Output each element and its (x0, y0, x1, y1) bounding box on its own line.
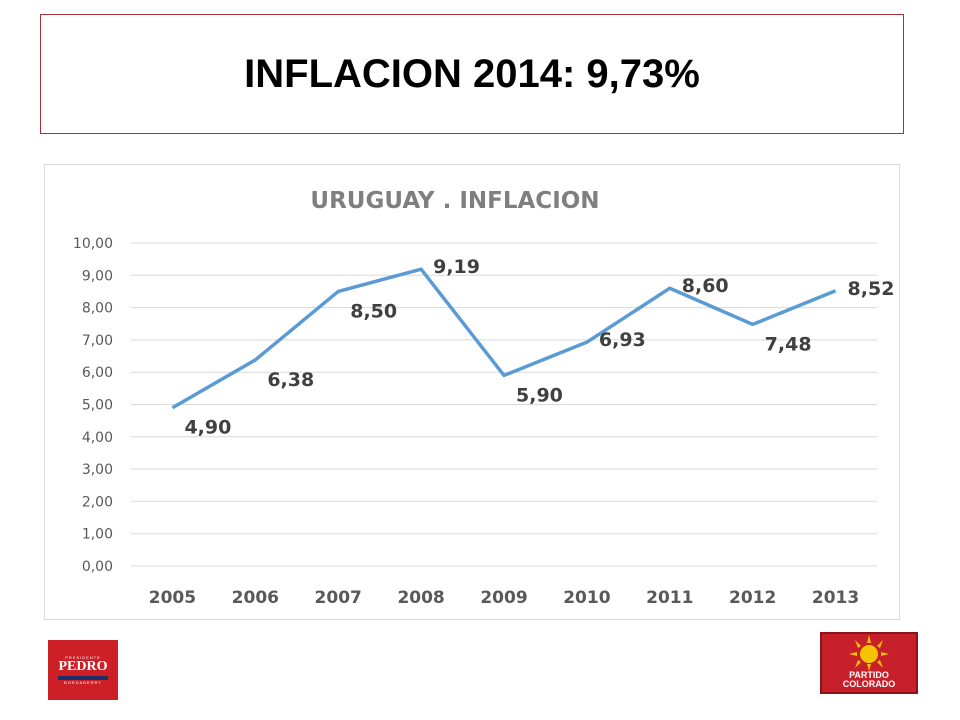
logo-left-bottom-text: BORDABERRY (64, 680, 102, 685)
logo-left-name: PEDRO (58, 659, 108, 674)
data-label: 5,90 (516, 384, 563, 406)
data-label: 4,90 (184, 417, 231, 439)
x-category-label: 2008 (397, 588, 444, 608)
x-category-label: 2007 (315, 588, 362, 608)
slide-title-box: INFLACION 2014: 9,73% (40, 14, 904, 134)
data-label: 9,19 (433, 256, 480, 278)
y-tick-label: 7,00 (82, 333, 113, 349)
y-tick-label: 6,00 (82, 365, 113, 381)
data-label: 7,48 (765, 333, 812, 355)
y-tick-label: 8,00 (82, 301, 113, 317)
x-category-label: 2013 (812, 588, 859, 608)
y-tick-label: 4,00 (82, 430, 113, 446)
partido-colorado-logo: PARTIDO COLORADO (820, 632, 918, 694)
logo-right-line1: PARTIDO (849, 670, 889, 680)
data-label: 8,50 (350, 300, 397, 322)
series-line-layer (171, 267, 837, 410)
sun-icon (849, 635, 889, 671)
data-label: 6,93 (599, 329, 646, 351)
inflation-chart: URUGUAY . INFLACION 0,00 1,00 2,00 3,00 4,00… (44, 164, 900, 620)
y-tick-label: 9,00 (82, 268, 113, 284)
logo-right-line2: COLORADO (842, 679, 896, 689)
x-category-label: 2006 (232, 588, 279, 608)
chart-svg: URUGUAY . INFLACION 0,00 1,00 2,00 3,00 4,00… (73, 188, 895, 608)
data-label: 6,38 (267, 369, 314, 391)
y-tick-label: 5,00 (82, 398, 113, 414)
gridlines (131, 242, 877, 567)
x-category-label: 2009 (480, 588, 527, 608)
data-label: 8,60 (682, 275, 729, 297)
x-category-label: 2005 (149, 588, 196, 608)
y-tick-label: 0,00 (82, 559, 113, 575)
pedro-bordaberry-logo: PRESIDENTE PEDRO BORDABERRY (48, 640, 118, 700)
x-category-label: 2011 (646, 588, 693, 608)
y-tick-label: 2,00 (82, 494, 113, 510)
slide-title: INFLACION 2014: 9,73% (244, 51, 700, 96)
y-axis-ticks: 0,00 1,00 2,00 3,00 4,00 5,00 6,00 7,00 8,00 9,00… (73, 236, 113, 575)
x-axis-categories: 2005 2006 2007 2008 2009 2010 2011 2012 2013 (149, 588, 859, 608)
data-label: 8,52 (848, 278, 895, 300)
y-tick-label: 10,00 (73, 236, 113, 252)
series-line (171, 267, 837, 410)
y-tick-label: 3,00 (82, 462, 113, 478)
logo-left-bar (58, 676, 108, 680)
x-category-label: 2012 (729, 588, 776, 608)
logo-left-top-text: PRESIDENTE (65, 655, 101, 660)
y-tick-label: 1,00 (82, 527, 113, 543)
chart-title: URUGUAY . INFLACION (310, 188, 599, 214)
x-category-label: 2010 (563, 588, 610, 608)
data-labels: 4,90 6,38 8,50 9,19 5,90 6,93 8,60 7,48 8,52 (184, 256, 894, 439)
